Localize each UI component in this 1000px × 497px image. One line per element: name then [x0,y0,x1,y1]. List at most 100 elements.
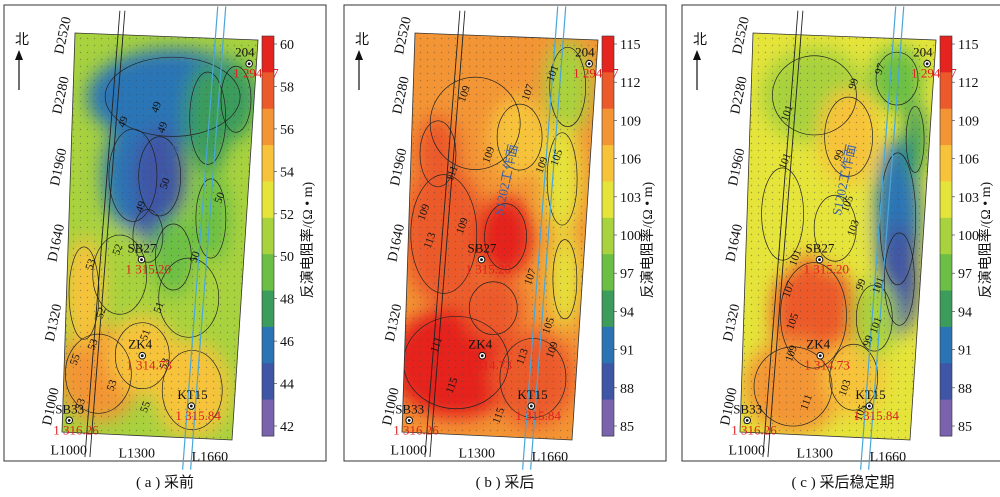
contour-value-label: 55 [68,352,83,367]
contour-line [546,132,578,226]
colorbar-segment [940,290,952,328]
contour-value-label: 109 [480,145,497,165]
borehole-elevation: 1 315.20 [804,262,850,277]
borehole-name: SB33 [55,401,84,416]
colorbar-segment [262,36,274,73]
contour-line [155,223,192,291]
colorbar-segment [940,363,952,401]
colorbar-tick-label: 100 [958,229,979,244]
contour-line [772,55,857,136]
contour-line [875,51,919,106]
north-label: 北 [15,32,29,48]
colorbar-segment [262,363,274,401]
x-tick-label: L1300 [459,447,496,462]
colorbar-tick-label: 85 [958,420,972,435]
borehole-marker-dot [189,404,193,408]
colorbar-tick-label: 44 [280,378,294,393]
borehole-marker-dot [587,62,591,66]
contour-value-label: 52 [110,242,125,256]
contour-value-label: 111 [428,335,445,354]
colorbar-tick-label: 58 [280,80,294,95]
contour-line [410,174,478,294]
contour-value-label: 51 [152,300,167,314]
colorbar-segment [602,399,614,437]
borehole-name: SB27 [806,241,835,256]
contour-line [824,96,873,177]
roadway-line [767,10,804,458]
colorbar-segment [262,254,274,292]
contour-value-label: 50 [212,190,227,205]
colorbar-tick-label: 46 [280,335,294,350]
colorbar-tick-label: 50 [280,250,294,265]
colorbar-segment [602,217,614,255]
contour-value-label: 113 [422,230,439,250]
borehole-elevation: 1 316.26 [53,422,99,437]
contour-line [104,56,241,137]
contour-value-label: 101 [777,151,794,171]
contour-value-label: 115 [490,406,507,426]
colorbar-tick-label: 97 [958,267,972,282]
contour-line [905,106,925,173]
contour-value-label: 53 [157,356,172,371]
borehole-elevation: 1 315.84 [175,408,221,423]
contour-value-label: 99 [861,333,876,348]
contour-value-label: 105 [852,402,869,422]
contour-value-label: 109 [544,340,561,360]
resistivity-map [62,33,258,440]
contour-line [496,103,543,171]
colorbar-tick-label: 103 [620,191,641,206]
borehole-name: 204 [575,45,595,60]
contour-line [220,65,252,133]
contour-line [132,209,164,263]
colorbar-segment [940,399,952,437]
contour-value-label: 111 [444,164,461,183]
colorbar-segment [262,72,274,110]
colorbar-segment [602,145,614,182]
borehole-marker-dot [480,354,484,358]
borehole-name: SB27 [468,241,497,256]
colorbar-label: 反演电阻率/(Ω • m) [299,181,316,298]
contour-value-label: 49 [155,120,170,135]
colorbar-tick-label: 115 [620,38,640,53]
north-arrow-head [355,50,363,60]
colorbar-segment [940,72,952,110]
colorbar-tick-label: 48 [280,293,294,308]
colorbar-tick-label: 94 [620,305,634,320]
contour-value-label: 107 [520,82,537,102]
colorbar-tick-label: 91 [958,344,972,359]
contour-line [64,333,132,414]
contour-line [189,71,227,165]
borehole-elevation: 1 314.73 [804,358,850,373]
contour-line [761,167,804,261]
borehole-elevation: 1 315.20 [466,262,512,277]
roadway-line [429,10,466,458]
contour-value-label: 105 [540,315,557,335]
contour-value-label: 51 [138,328,153,342]
borehole-marker-dot [140,258,143,262]
colorbar: 115 112 109 106 103 100 97 94 91 88 85 反演电阻率/(Ω • m… [601,35,656,437]
resistivity-map [740,33,936,440]
panel-3: S1202工作面97991019910110510310110199107105… [681,4,1000,491]
colorbar-segment [602,290,614,328]
x-tick-label: L1660 [532,450,569,465]
contour-value-label: 52 [94,306,109,320]
colorbar-segment [940,326,952,364]
x-tick-label: L1660 [870,450,907,465]
colorbar-tick-label: 103 [958,191,979,206]
colorbar-tick-label: 88 [620,382,634,397]
roadway-line [424,10,461,458]
borehole-name: KT15 [855,387,885,402]
colorbar-tick-label: 97 [620,267,634,282]
borehole-name: ZK4 [806,337,830,352]
contour-line [549,46,587,127]
workface-boundary [522,6,559,470]
borehole-marker-dot [745,418,749,422]
colorbar-segment [940,108,952,146]
north-arrow-head [693,50,701,60]
contour-value-label: 55 [138,399,153,414]
borehole-marker-dot [867,404,871,408]
borehole-name: ZK4 [128,337,152,352]
workface-boundary [530,6,567,470]
contour-value-label: 101 [779,104,796,124]
contour-value-label: 49 [149,100,164,115]
